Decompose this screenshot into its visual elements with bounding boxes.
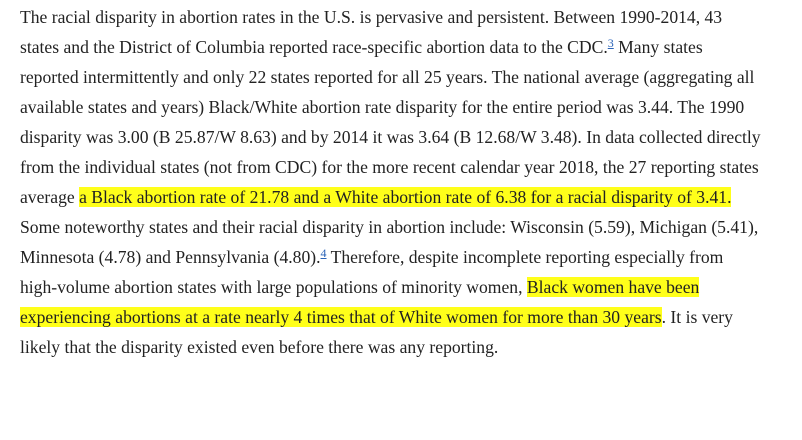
text: Many states reported intermittently and … xyxy=(20,37,761,207)
text: Some noteworthy states and their racial … xyxy=(20,217,759,267)
text: The racial disparity in abortion rates i… xyxy=(20,7,723,57)
paragraph: The racial disparity in abortion rates i… xyxy=(20,2,762,362)
document: The racial disparity in abortion rates i… xyxy=(20,2,762,362)
footnote-ref[interactable]: 3 xyxy=(607,36,614,50)
text: Therefore, despite incomplete reporting … xyxy=(20,247,724,297)
highlighted-text: a Black abortion rate of 21.78 and a Whi… xyxy=(79,187,732,207)
footnote-ref[interactable]: 4 xyxy=(320,246,327,260)
text: . It is very likely that the disparity e… xyxy=(20,307,733,357)
